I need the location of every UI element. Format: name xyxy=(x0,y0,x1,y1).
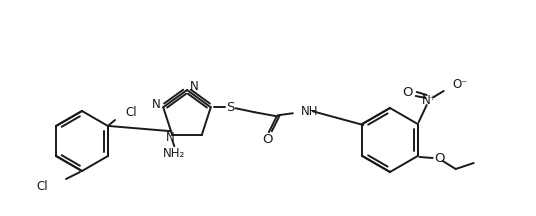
Text: N⁺: N⁺ xyxy=(422,94,437,106)
Text: Cl: Cl xyxy=(125,106,137,119)
Text: O: O xyxy=(435,152,445,165)
Text: O⁻: O⁻ xyxy=(453,78,468,92)
Text: Cl: Cl xyxy=(36,179,48,192)
Text: NH₂: NH₂ xyxy=(163,147,185,160)
Text: NH: NH xyxy=(301,105,318,118)
Text: N: N xyxy=(166,131,175,144)
Text: N: N xyxy=(152,98,161,111)
Text: N: N xyxy=(190,79,198,92)
Text: O: O xyxy=(403,86,413,100)
Text: O: O xyxy=(263,133,273,146)
Text: S: S xyxy=(227,101,235,114)
